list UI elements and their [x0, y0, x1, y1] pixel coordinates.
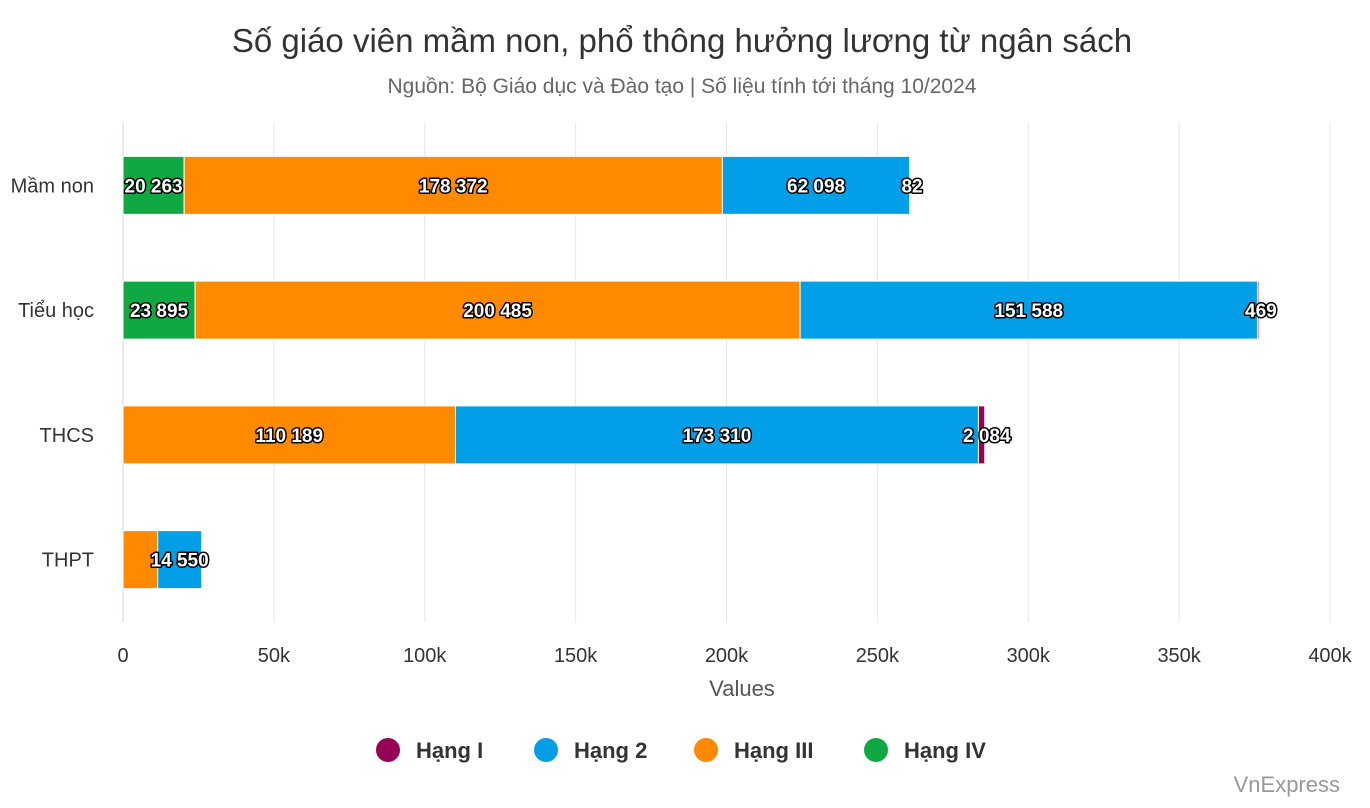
x-tick-label: 350k	[1157, 645, 1201, 667]
legend-item[interactable]: Hạng I	[376, 738, 483, 763]
bar-segment[interactable]	[122, 280, 196, 340]
data-label: 178 372	[419, 176, 488, 197]
data-label: 151 588	[994, 301, 1063, 322]
x-tick-label: 400k	[1308, 645, 1352, 667]
x-tick-label: 100k	[403, 645, 447, 667]
x-axis-title: Values	[709, 676, 775, 701]
bar-segment[interactable]	[157, 530, 203, 590]
category-label: Tiểu học	[18, 300, 94, 322]
legend-marker	[534, 738, 558, 762]
legend[interactable]: Hạng I Hạng 2 Hạng III Hạng IV	[376, 738, 986, 763]
legend-marker	[694, 738, 718, 762]
legend-label: Hạng I	[416, 738, 483, 763]
legend-marker	[376, 738, 400, 762]
legend-label: Hạng 2	[574, 738, 647, 763]
x-tick-label: 250k	[856, 645, 900, 667]
data-label: 110 189	[255, 426, 323, 447]
legend-item[interactable]: Hạng III	[694, 738, 813, 763]
legend-marker	[864, 738, 888, 762]
bar-segment[interactable]	[977, 405, 986, 465]
data-label: 20 263	[125, 176, 183, 197]
legend-item[interactable]: Hạng IV	[864, 738, 986, 763]
legend-label: Hạng IV	[904, 738, 986, 763]
x-tick-label: 0	[117, 645, 128, 667]
data-label: 2 084	[963, 426, 1011, 447]
data-label: 14 550	[151, 551, 209, 572]
data-label: 82	[901, 176, 922, 197]
data-label: 200 485	[463, 301, 532, 322]
category-label: THCS	[40, 425, 94, 447]
x-tick-label: 150k	[554, 645, 598, 667]
bar-segment[interactable]	[194, 280, 801, 340]
data-label: 62 098	[787, 176, 845, 197]
chart-title: Số giáo viên mầm non, phổ thông hưởng lư…	[232, 22, 1132, 59]
bar-segment[interactable]	[721, 155, 911, 215]
x-tick-label: 200k	[705, 645, 749, 667]
legend-label: Hạng III	[734, 738, 813, 763]
category-label: THPT	[42, 550, 94, 572]
category-label: Mầm non	[11, 175, 94, 197]
data-label: 469	[1245, 301, 1277, 322]
legend-item[interactable]: Hạng 2	[534, 738, 647, 763]
bar-segment[interactable]	[122, 405, 456, 465]
data-labels: 20 263 178 372 62 098 82 23 895 200 485 151 58…	[123, 175, 1278, 573]
chart-subtitle: Nguồn: Bộ Giáo dục và Đào tạo | Số liệu …	[388, 75, 977, 98]
bar-segment[interactable]	[799, 280, 1258, 340]
x-tick-label: 50k	[258, 645, 291, 667]
bar-segment[interactable]	[183, 155, 723, 215]
data-label: 173 310	[683, 426, 752, 447]
x-tick-labels: 0 50k 100k 150k 200k 250k 300k 350k 400k	[117, 645, 1352, 667]
x-tick-label: 300k	[1007, 645, 1051, 667]
data-label: 23 895	[130, 301, 189, 322]
category-labels: Mầm non Tiểu học THCS THPT	[11, 175, 94, 571]
bar-segment[interactable]	[454, 405, 979, 465]
credit-label: VnExpress	[1234, 772, 1340, 797]
bars	[122, 155, 1260, 590]
bar-segment[interactable]	[1256, 280, 1260, 340]
